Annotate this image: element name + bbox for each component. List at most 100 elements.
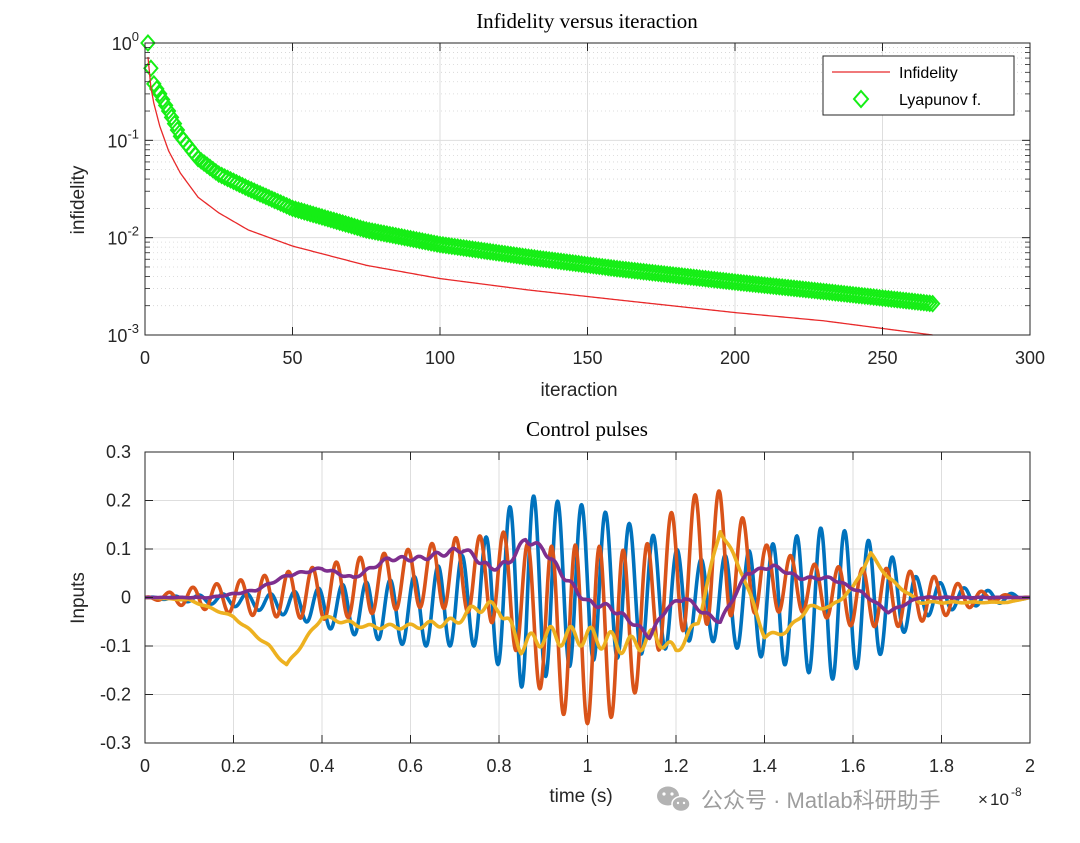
bottom-x-tick-label: 2: [1025, 756, 1035, 776]
top-title: Infidelity versus iteraction: [476, 9, 698, 33]
top-y-axis-label: infidelity: [68, 165, 89, 234]
lyapunov-marker: [154, 90, 171, 109]
bottom-y-axis-label: Inputs: [68, 572, 89, 624]
bottom-x-tick-label: 0.6: [398, 756, 423, 776]
top-y-tick-label: 100: [112, 29, 139, 54]
top-x-tick-label: 250: [867, 348, 897, 368]
lyapunov-marker: [163, 108, 180, 127]
bottom-y-tick-label: -0.1: [100, 636, 131, 656]
top-ticks: 0 50 100 150 200 250 300 100 10-1 10-2 10-3: [107, 29, 1045, 368]
legend-infidelity-label: Infidelity: [899, 65, 958, 82]
lyapunov-marker: [151, 84, 168, 103]
bottom-x-tick-label: 0.4: [309, 756, 334, 776]
bottom-x-tick-label: 0: [140, 756, 150, 776]
lyapunov-marker: [370, 223, 386, 242]
bottom-grid: [145, 452, 1030, 743]
lyapunov-marker: [160, 102, 177, 121]
bottom-y-tick-label: 0.3: [106, 442, 131, 462]
lyapunov-marker: [361, 221, 378, 240]
top-plot: 0 50 100 150 200 250 300 100 10-1 10-2 10-3 Infide…: [68, 9, 1045, 401]
bottom-y-tick-label: 0.2: [106, 491, 131, 511]
bottom-x-tick-label: 1.8: [929, 756, 954, 776]
lyapunov-marker: [387, 226, 404, 245]
series-input-3-line: [143, 529, 1032, 667]
lyapunov-marker: [355, 220, 372, 239]
bottom-y-tick-label: -0.3: [100, 733, 131, 753]
lyapunov-marker: [393, 227, 410, 246]
top-y-tick-label: 10-3: [107, 321, 139, 346]
bottom-ticks: 0 0.2 0.4 0.6 0.8 1 1.2 1.4 1.6 1.8 2 0.3 0.2 0.1 0 -0.…: [100, 442, 1035, 776]
bottom-x-axis-label: time (s): [549, 786, 612, 807]
lyapunov-marker: [373, 223, 389, 242]
bottom-y-tick-label: 0.1: [106, 539, 131, 559]
lyapunov-marker: [148, 79, 165, 98]
x-multiplier: × 10 -8: [978, 785, 1022, 809]
lyapunov-marker: [426, 234, 442, 253]
bottom-x-tick-label: 1.6: [840, 756, 865, 776]
lyapunov-marker: [408, 230, 425, 249]
lyapunov-marker: [423, 233, 439, 252]
lyapunov-marker: [417, 232, 434, 251]
lyapunov-marker: [390, 227, 407, 246]
lyapunov-marker: [402, 229, 419, 248]
legend-box: [822, 55, 1015, 116]
x-multiplier-prefix: ×: [978, 790, 988, 809]
watermark: 公众号 · Matlab科研助手: [657, 786, 941, 813]
wechat-icon: [657, 786, 691, 813]
bottom-x-tick-label: 0.8: [486, 756, 511, 776]
lyapunov-marker: [382, 225, 398, 244]
bottom-x-tick-label: 1: [582, 756, 592, 776]
lyapunov-marker: [420, 233, 437, 252]
lyapunov-marker: [924, 294, 941, 313]
top-legend: Infidelity Lyapunov f.: [822, 55, 1015, 116]
lyapunov-marker: [166, 114, 183, 133]
lyapunov-marker: [414, 232, 431, 251]
lyapunov-marker: [367, 222, 383, 241]
top-x-tick-label: 100: [425, 348, 455, 368]
lyapunov-marker: [358, 220, 375, 239]
top-series: [140, 33, 941, 336]
top-x-tick-label: 150: [572, 348, 602, 368]
lyapunov-marker: [411, 231, 428, 250]
bottom-plot: 0 0.2 0.4 0.6 0.8 1 1.2 1.4 1.6 1.8 2 0.3 0.2 0.1 0 -0.…: [68, 417, 1035, 809]
top-x-tick-label: 50: [282, 348, 302, 368]
series-input-2-line: [143, 489, 1032, 726]
lyapunov-marker: [384, 226, 401, 245]
bottom-x-tick-label: 1.4: [752, 756, 777, 776]
lyapunov-marker: [140, 33, 156, 53]
lyapunov-marker: [379, 225, 395, 244]
lyapunov-marker: [376, 224, 392, 243]
lyapunov-marker: [399, 229, 416, 248]
top-x-tick-label: 0: [140, 348, 150, 368]
bottom-x-tick-label: 0.2: [221, 756, 246, 776]
bottom-y-tick-label: 0: [121, 588, 131, 608]
lyapunov-marker: [429, 234, 445, 253]
lyapunov-marker: [918, 293, 935, 313]
x-multiplier-exponent: -8: [1011, 785, 1022, 799]
lyapunov-marker: [157, 96, 174, 115]
legend-lyapunov-label: Lyapunov f.: [899, 92, 981, 109]
series-input-4-line: [143, 537, 1032, 641]
bottom-series: [143, 489, 1032, 726]
bottom-y-tick-label: -0.2: [100, 685, 131, 705]
top-x-axis-label: iteraction: [540, 380, 617, 401]
top-x-tick-label: 300: [1015, 348, 1045, 368]
series-infidelity-line: [147, 56, 933, 336]
top-x-tick-label: 200: [720, 348, 750, 368]
lyapunov-marker: [143, 59, 159, 78]
watermark-text: 公众号 · Matlab科研助手: [701, 788, 941, 813]
lyapunov-marker: [396, 228, 413, 247]
lyapunov-marker: [405, 230, 422, 249]
series-lyapunov: [140, 33, 941, 313]
top-grid: [145, 43, 1030, 335]
legend-lyapunov-marker: [852, 89, 870, 109]
top-y-tick-label: 10-1: [107, 126, 139, 151]
bottom-title: Control pulses: [526, 417, 648, 441]
top-y-tick-label: 10-2: [107, 224, 139, 249]
lyapunov-marker: [169, 120, 186, 140]
lyapunov-marker: [364, 222, 380, 241]
bottom-x-tick-label: 1.2: [663, 756, 688, 776]
lyapunov-marker: [921, 294, 938, 313]
x-multiplier-base: 10: [990, 790, 1009, 809]
